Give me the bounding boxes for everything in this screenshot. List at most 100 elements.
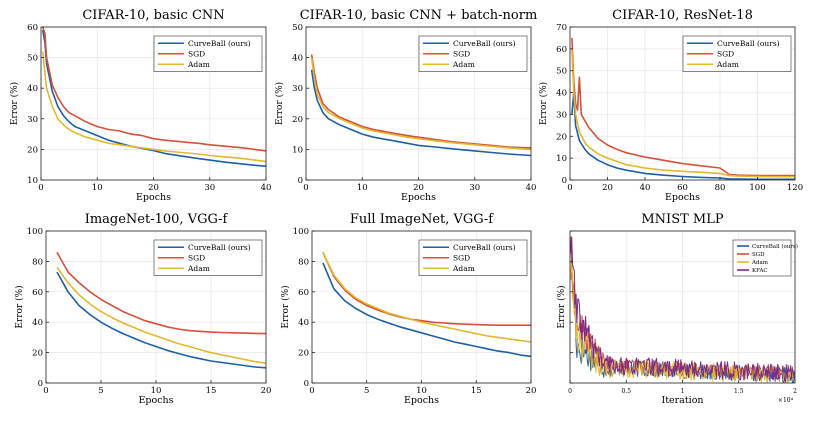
x-tick-label: 5 (98, 386, 103, 396)
legend-label: CurveBall (ours) (453, 243, 516, 252)
y-tick-label: 0 (304, 379, 309, 389)
x-tick-label: 40 (261, 183, 272, 193)
y-tick-label: 10 (556, 154, 567, 164)
legend-label: SGD (453, 49, 470, 58)
x-tick-label: 10 (92, 183, 103, 193)
series-line (322, 251, 531, 343)
x-tick-label: 20 (526, 386, 537, 396)
legend-label: CurveBall (ours) (453, 39, 516, 48)
chart-title: CIFAR-10, ResNet-18 (612, 8, 753, 23)
x-tick-label: 10 (416, 386, 427, 396)
x-axis-label: Iteration (661, 395, 703, 406)
y-tick-label: 70 (556, 23, 567, 33)
y-axis-label: Error (%) (556, 285, 567, 328)
legend-label: SGD (453, 253, 470, 262)
chart-title: ImageNet-100, VGG-f (85, 212, 229, 227)
y-axis-label: Error (%) (280, 285, 291, 328)
chart-panel-6: 0 0.5 1 1.5 2 ×10⁴ MNIST MLP Iteration Error (%)… (556, 212, 798, 406)
x-tick-label: 30 (469, 183, 480, 193)
y-tick-label: 10 (27, 176, 38, 186)
y-tick-label: 0 (562, 176, 567, 186)
x-tick-label: 120 (787, 183, 803, 193)
chart-title: CIFAR-10, basic CNN (82, 8, 224, 23)
legend-label: Adam (187, 264, 210, 273)
x-tick-label: 0 (38, 183, 43, 193)
y-tick-label: 100 (27, 227, 43, 237)
series-line (56, 271, 266, 369)
series-line (322, 262, 531, 358)
y-tick-label: 0 (298, 176, 303, 186)
legend: CurveBall (ours)SGD Adam (418, 35, 528, 72)
series-line (41, 27, 266, 152)
y-tick-label: 20 (298, 349, 309, 359)
x-tick-label: 0.5 (621, 388, 631, 395)
x-tick-label: 20 (602, 183, 613, 193)
x-tick-label: 0 (43, 386, 48, 396)
y-tick-label: 60 (556, 45, 567, 55)
x-tick-label: 60 (677, 183, 688, 193)
x-tick-label: 40 (526, 183, 537, 193)
x-tick-label: 0 (303, 183, 308, 193)
legend: CurveBall (ours)SGD Adam (153, 239, 263, 276)
x-tick-label: 10 (151, 386, 162, 396)
y-tick-label: 20 (292, 115, 303, 125)
legend: CurveBall (ours)SGD Adam (418, 239, 528, 276)
legend: CurveBall (ours)SGD Adam (153, 35, 263, 72)
legend-label: CurveBall (ours) (752, 243, 798, 250)
y-axis-label: Error (%) (538, 82, 549, 125)
series-line (56, 267, 266, 364)
y-tick-label: 50 (556, 67, 567, 77)
legend-label: SGD (188, 253, 205, 262)
x-tick-label: 20 (413, 183, 424, 193)
chart-title: CIFAR-10, basic CNN + batch-norm (300, 8, 538, 23)
chart-panel-4: 0 5 10 15 20 0 20 40 60 80 100 ImageNet-100, VGG-f E… (14, 212, 271, 406)
legend-label: CurveBall (ours) (717, 39, 780, 48)
x-axis-label: Epochs (665, 192, 700, 203)
x-tick-label: 30 (204, 183, 215, 193)
series-line (322, 251, 531, 326)
y-tick-label: 60 (27, 23, 38, 33)
legend: CurveBall (ours) SGD Adam KFAC (732, 239, 798, 277)
series-line (571, 37, 795, 177)
x-tick-label: 0 (567, 183, 572, 193)
y-tick-label: 100 (293, 227, 309, 237)
x-tick-label: 40 (640, 183, 651, 193)
y-tick-label: 20 (32, 349, 43, 359)
chart-title: MNIST MLP (641, 212, 723, 227)
legend-label: Adam (452, 264, 475, 273)
chart-panel-5: 0 5 10 15 20 0 20 40 60 80 100 Full ImageNet, VGG-f… (280, 212, 536, 406)
legend-label: Adam (452, 60, 475, 69)
y-tick-label: 40 (27, 84, 38, 94)
x-axis-label: Epochs (404, 395, 439, 406)
x-tick-label: 0 (309, 386, 314, 396)
series-line (571, 91, 795, 180)
y-tick-label: 60 (298, 288, 309, 298)
series-line (41, 29, 266, 167)
x-tick-label: 1 (681, 388, 685, 395)
y-tick-label: 30 (27, 115, 38, 125)
y-tick-label: 80 (298, 257, 309, 267)
x-axis-label: Epochs (401, 192, 436, 203)
x-tick-label: 20 (261, 386, 272, 396)
y-tick-label: 40 (292, 54, 303, 64)
y-tick-label: 20 (27, 145, 38, 155)
y-tick-label: 40 (556, 89, 567, 99)
x-tick-label: 100 (749, 183, 765, 193)
x-tick-label: 5 (364, 386, 369, 396)
series-line (310, 69, 531, 157)
series-line (571, 48, 795, 178)
chart-title: Full ImageNet, VGG-f (350, 212, 494, 227)
legend-label: KFAC (752, 268, 768, 274)
x-tick-label: 0 (568, 388, 572, 395)
y-tick-label: 80 (32, 257, 43, 267)
series-line (56, 251, 266, 335)
series-line (310, 57, 531, 151)
y-tick-label: 40 (32, 318, 43, 328)
legend-label: Adam (751, 260, 769, 266)
legend-label: SGD (717, 49, 734, 58)
legend-label: SGD (752, 252, 765, 258)
x-tick-label: 15 (471, 386, 482, 396)
chart-panel-3: 0 20 40 60 80 100 120 0 10 20 30 40 50 60 70 CIFAR-10, … (538, 8, 803, 203)
